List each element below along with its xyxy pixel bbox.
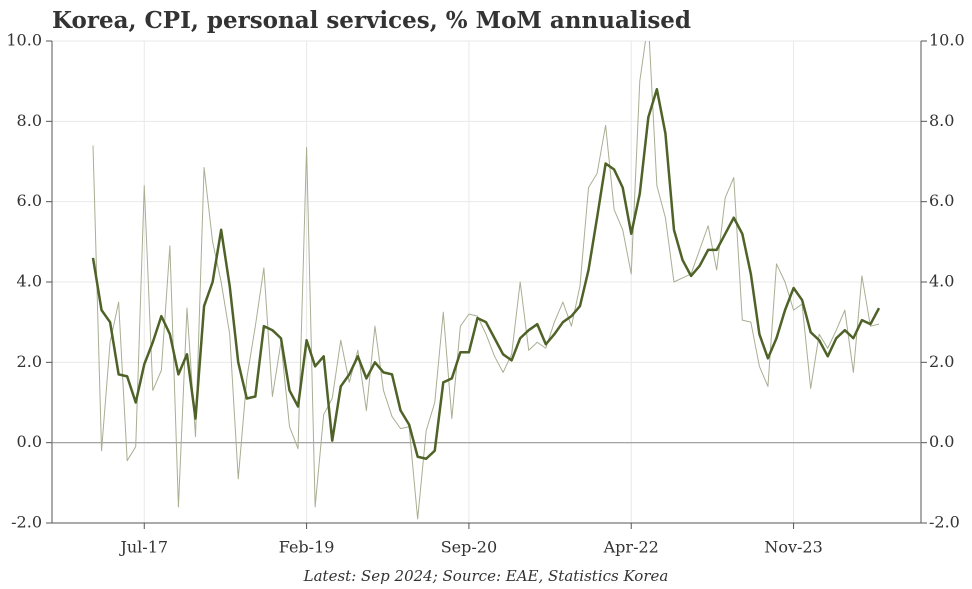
line-series xyxy=(92,41,880,520)
x-tick-label: Feb-19 xyxy=(279,538,335,557)
y-tick-label: -2.0 xyxy=(11,513,42,532)
x-tick-label: Apr-22 xyxy=(603,538,659,557)
chart-title: Korea, CPI, personal services, % MoM ann… xyxy=(52,7,691,34)
y-tick-label: 2.0 xyxy=(17,352,42,371)
y2-tick-label: 10.0 xyxy=(929,31,965,50)
y-tick-label: 4.0 xyxy=(17,272,42,291)
y2-tick-label: 0.0 xyxy=(929,432,954,451)
y-tick-label: 6.0 xyxy=(17,191,42,210)
y2-tick-label: -2.0 xyxy=(929,513,960,532)
y2-tick-label: 8.0 xyxy=(929,111,954,130)
x-tick-label: Jul-17 xyxy=(118,538,168,557)
y2-tick-label: 2.0 xyxy=(929,352,954,371)
footnote: Latest: Sep 2024; Source: EAE, Statistic… xyxy=(303,567,669,585)
y-tick-label: 0.0 xyxy=(17,432,42,451)
y-tick-label: 8.0 xyxy=(17,111,42,130)
y2-tick-label: 6.0 xyxy=(929,191,954,210)
y2-tick-label: 4.0 xyxy=(929,272,954,291)
line-series xyxy=(91,87,881,460)
x-tick-label: Nov-23 xyxy=(764,538,822,557)
x-tick-label: Sep-20 xyxy=(441,538,497,557)
plot-area xyxy=(91,41,881,520)
y-tick-label: 10.0 xyxy=(6,31,42,50)
